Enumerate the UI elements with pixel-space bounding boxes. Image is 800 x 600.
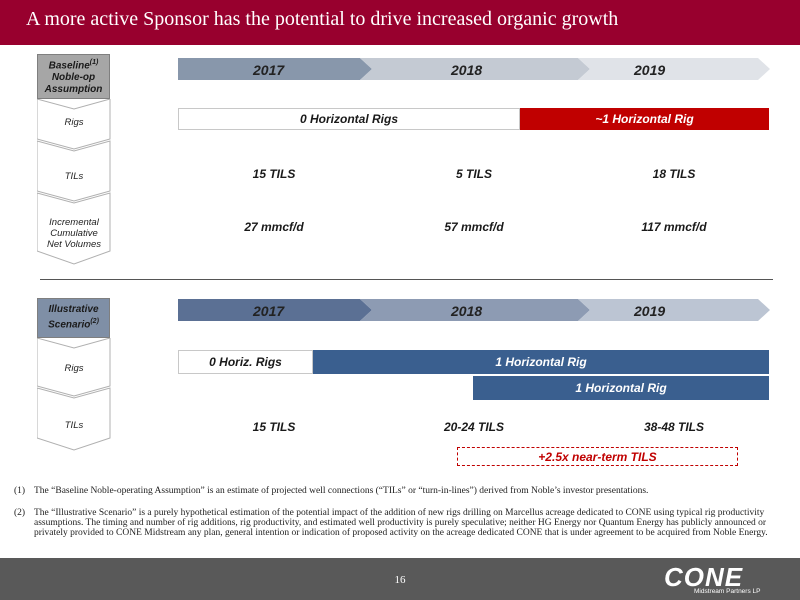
section-divider xyxy=(40,279,773,280)
footnote-2-num: (2) xyxy=(14,508,26,518)
page-number: 16 xyxy=(394,574,406,586)
illus-timeline-2019-arrow xyxy=(578,299,770,321)
timeline-2017-arrow xyxy=(178,58,372,80)
baseline-volume-2018: 57 mmcf/d xyxy=(444,220,504,234)
footer-bar xyxy=(0,558,800,600)
logo-wordmark: CONE xyxy=(664,562,744,592)
illustrative-row-chevrons xyxy=(37,338,111,451)
footnote-1: (1) The “Baseline Noble-operating Assump… xyxy=(14,486,800,508)
rigs-row-shape xyxy=(37,99,111,150)
footnote-1-text: The “Baseline Noble-operating Assumption… xyxy=(34,486,649,496)
logo-subtitle: Midstream Partners LP xyxy=(694,588,761,595)
cone-logo: CONE Midstream Partners LP xyxy=(664,562,772,598)
baseline-row-chevrons xyxy=(37,99,111,265)
baseline-rigs-bar-one: ~1 Horizontal Rig xyxy=(520,108,769,130)
timeline-2019-arrow xyxy=(578,58,770,80)
footnote-1-num: (1) xyxy=(14,486,26,496)
illustrative-rigs-bar-none: 0 Horiz. Rigs xyxy=(178,350,313,374)
footnote-2: (2) The “Illustrative Scenario” is a pur… xyxy=(14,508,800,552)
baseline-row-rigs: Rigs xyxy=(64,116,84,128)
baseline-header: Baseline(1) Noble-op Assumption xyxy=(37,54,110,99)
illustrative-rigs-bar-second: 1 Horizontal Rig xyxy=(473,376,769,400)
illustrative-timeline xyxy=(178,299,770,321)
illustrative-year-2018: 2018 xyxy=(451,303,483,319)
baseline-rigs-bar-none: 0 Horizontal Rigs xyxy=(178,108,520,130)
illus-tils-row-shape xyxy=(37,387,111,451)
illustrative-tils-2018: 20-24 TILS xyxy=(443,420,505,434)
illustrative-header-main: Illustrative Scenario xyxy=(48,304,99,331)
baseline-row-volumes: Incremental Cumulative Net Volumes xyxy=(46,216,102,250)
illustrative-tils-2019: 38-48 TILS xyxy=(643,420,705,434)
timeline-2018-arrow xyxy=(360,58,590,80)
footnote-2-text: The “Illustrative Scenario” is a purely … xyxy=(34,508,768,538)
illustrative-rigs-bar-first: 1 Horizontal Rig xyxy=(313,350,769,374)
baseline-volume-2019: 117 mmcf/d xyxy=(641,220,707,234)
illustrative-row-tils: TILs xyxy=(64,419,84,431)
tils-row-shape xyxy=(37,140,111,202)
illustrative-year-2019: 2019 xyxy=(634,303,666,319)
near-term-tils-callout: +2.5x near-term TILS xyxy=(457,447,738,466)
baseline-tils-2019: 18 TILS xyxy=(652,167,696,181)
slide-title: A more active Sponsor has the potential … xyxy=(26,8,619,30)
illustrative-header-sup: (2) xyxy=(90,318,99,326)
title-bar: A more active Sponsor has the potential … xyxy=(0,0,800,45)
baseline-timeline xyxy=(178,58,770,80)
baseline-tils-2018: 5 TILS xyxy=(455,167,492,181)
illustrative-year-2017: 2017 xyxy=(253,303,285,319)
illustrative-header: Illustrative Scenario(2) xyxy=(37,298,110,338)
illus-timeline-2018-arrow xyxy=(360,299,590,321)
baseline-volume-2017: 27 mmcf/d xyxy=(244,220,304,234)
illustrative-row-rigs: Rigs xyxy=(64,362,84,374)
volumes-row-shape xyxy=(37,192,111,265)
baseline-year-2018: 2018 xyxy=(451,62,483,78)
illus-rigs-row-shape xyxy=(37,338,111,397)
baseline-tils-2017: 15 TILS xyxy=(252,167,296,181)
illus-timeline-2017-arrow xyxy=(178,299,372,321)
baseline-row-tils: TILs xyxy=(64,170,84,182)
baseline-year-2019: 2019 xyxy=(634,62,666,78)
baseline-header-main: Baseline xyxy=(48,60,90,72)
illustrative-tils-2017: 15 TILS xyxy=(252,420,296,434)
baseline-year-2017: 2017 xyxy=(253,62,285,78)
baseline-header-rest: Noble-op Assumption xyxy=(44,72,103,96)
baseline-header-sup: (1) xyxy=(89,58,99,66)
